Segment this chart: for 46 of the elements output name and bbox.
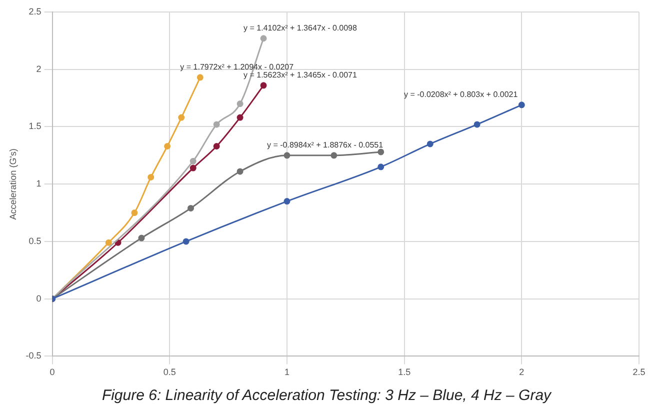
annotation: y = -0.8984x² + 1.8876x - 0.0551	[266, 140, 384, 150]
y-tick-label: -0.5	[26, 350, 42, 361]
point	[260, 82, 267, 89]
x-tick-label: 0.5	[163, 367, 176, 378]
point	[196, 74, 204, 81]
point	[178, 114, 185, 121]
point	[474, 121, 480, 128]
x-tick-label: 2.5	[632, 367, 646, 378]
point	[518, 102, 525, 108]
point	[330, 152, 338, 159]
point	[190, 158, 196, 164]
point	[190, 164, 196, 172]
point	[213, 142, 220, 150]
point	[105, 239, 112, 246]
y-axis-title: Acceleration (G's)	[8, 148, 18, 220]
point	[236, 100, 244, 108]
annotation: y = 1.7972x² + 1.2094x - 0.0207	[180, 62, 294, 72]
x-tick-label: 1.5	[398, 367, 411, 378]
point	[426, 140, 434, 148]
y-tick-label: 1	[36, 178, 42, 189]
annotation: y = 1.4102x² + 1.3647x - 0.0098	[244, 24, 358, 33]
y-tick-label: 0.5	[28, 236, 42, 246]
point	[284, 152, 290, 159]
y-tick-label: 2.5	[28, 6, 42, 16]
text: Figure 6: Linearity of Acceleration Testing: 3 Hz – Blue, 4 Hz – Gray	[100, 387, 553, 404]
point	[236, 114, 244, 121]
y-tick-label: 2	[36, 64, 42, 74]
point	[164, 142, 171, 150]
point	[260, 35, 267, 42]
point	[188, 204, 194, 212]
point	[236, 168, 244, 175]
x-tick-label: 1	[284, 367, 290, 378]
point	[378, 148, 384, 156]
point	[284, 198, 290, 205]
point	[378, 164, 384, 170]
x-tick-label: 0	[50, 367, 55, 378]
y-tick-label: 0	[36, 293, 42, 304]
point	[213, 121, 220, 128]
x-tick-label: 2	[519, 367, 524, 378]
point	[138, 234, 145, 242]
annotation: y = 1.5623x² + 1.3465x - 0.0071	[244, 70, 358, 80]
point	[131, 210, 138, 216]
point	[148, 174, 154, 180]
point	[182, 238, 190, 245]
annotation: y = -0.0208x² + 0.803x + 0.0021	[404, 90, 518, 100]
y-tick-label: 1.5	[28, 121, 42, 132]
